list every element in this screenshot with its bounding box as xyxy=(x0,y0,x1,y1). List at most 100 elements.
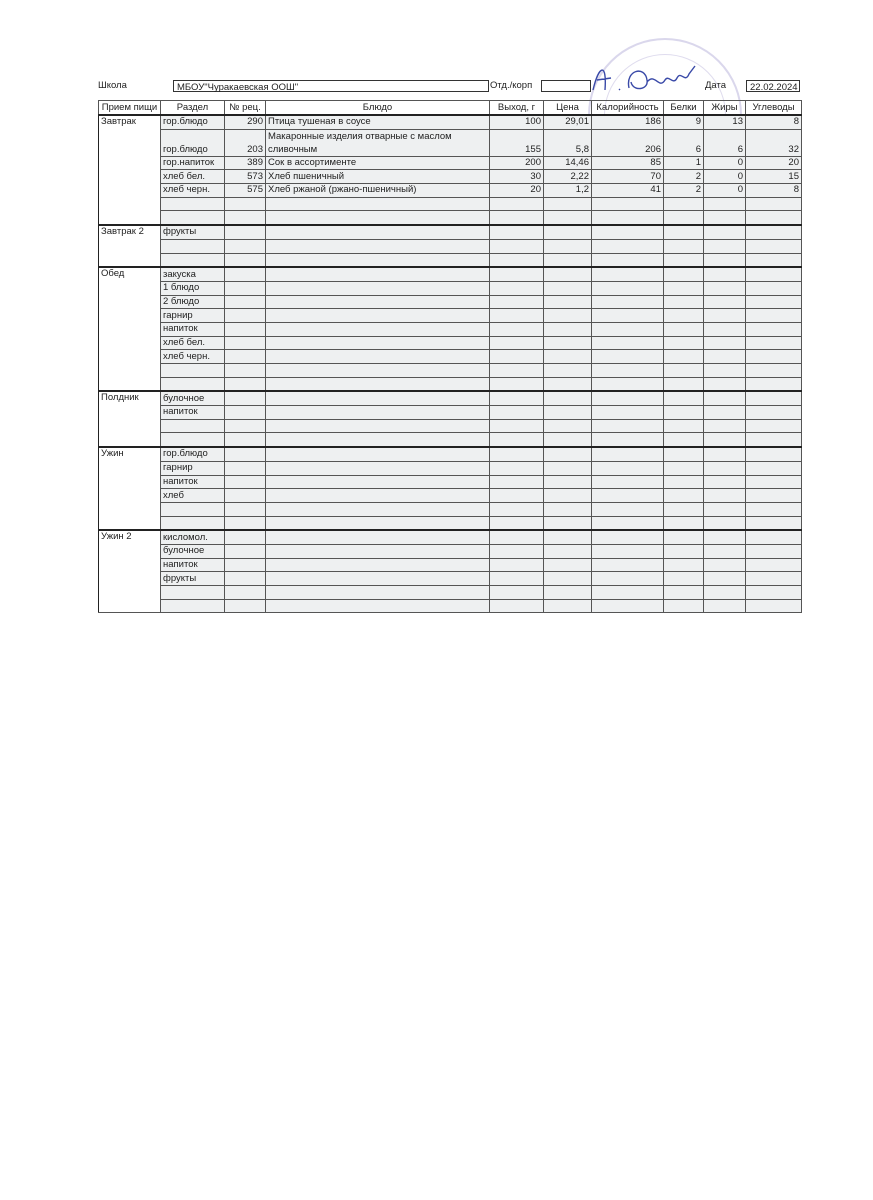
cell-calories xyxy=(591,390,664,407)
table-row xyxy=(99,598,802,614)
cell-price xyxy=(543,515,592,531)
cell-section: напиток xyxy=(160,557,225,573)
cell-recipe xyxy=(224,571,266,586)
cell-section: фрукты xyxy=(160,224,225,240)
cell-recipe: 575 xyxy=(224,183,266,198)
cell-price xyxy=(543,349,592,364)
cell-dish xyxy=(265,571,490,586)
menu-table: Прием пищи Раздел № рец. Блюдо Выход, г Цена К… xyxy=(98,100,802,614)
cell-dish xyxy=(265,266,490,282)
cell-output xyxy=(489,363,544,378)
table-row: гарнир xyxy=(99,308,802,323)
cell-recipe xyxy=(224,196,266,212)
cell-carbs xyxy=(745,252,802,268)
cell-recipe xyxy=(224,474,266,490)
cell-protein xyxy=(663,294,704,310)
cell-price xyxy=(543,376,592,392)
cell-price: 1,2 xyxy=(543,183,592,198)
cell-dish xyxy=(265,238,490,254)
table-row: хлеб xyxy=(99,488,802,503)
cell-protein xyxy=(663,308,704,323)
cell-output xyxy=(489,335,544,351)
table-row: Завтрак гор.блюдо 290 Птица тушеная в соусе… xyxy=(98,113,802,226)
cell-section: гор.блюдо xyxy=(160,113,225,130)
cell-price: 29,01 xyxy=(543,113,592,130)
table-row: гор.напиток 389 Сок в ассортименте 200 14,46… xyxy=(99,155,802,171)
cell-calories xyxy=(591,543,664,559)
cell-section: хлеб бел. xyxy=(160,335,225,351)
cell-section xyxy=(160,418,225,434)
cell-section: напиток xyxy=(160,474,225,490)
cell-fat xyxy=(703,488,746,503)
cell-output xyxy=(489,196,544,212)
cell-fat xyxy=(703,446,746,462)
cell-price xyxy=(543,460,592,476)
cell-protein: 2 xyxy=(663,169,704,185)
cell-fat xyxy=(703,210,746,226)
table-row xyxy=(99,585,802,600)
cell-section: булочное xyxy=(160,390,225,407)
cell-section: 1 блюдо xyxy=(160,280,225,296)
cell-output: 30 xyxy=(489,169,544,185)
table-row: фрукты xyxy=(99,571,802,586)
header-col-price: Цена xyxy=(543,100,592,116)
cell-recipe xyxy=(224,321,266,337)
cell-recipe xyxy=(224,238,266,254)
cell-fat xyxy=(703,266,746,282)
cell-section xyxy=(160,252,225,268)
cell-price xyxy=(543,529,592,545)
cell-price xyxy=(543,446,592,462)
meal-name: Завтрак 2 xyxy=(98,224,161,268)
cell-recipe xyxy=(224,294,266,310)
cell-dish: Хлеб пшеничный xyxy=(265,169,490,185)
table-row xyxy=(99,432,802,448)
cell-output xyxy=(489,224,544,240)
cell-calories xyxy=(591,529,664,545)
cell-output xyxy=(489,210,544,226)
table-row xyxy=(99,376,802,392)
cell-carbs xyxy=(745,335,802,351)
cell-recipe xyxy=(224,585,266,600)
cell-output: 200 xyxy=(489,155,544,171)
cell-protein xyxy=(663,252,704,268)
cell-protein xyxy=(663,474,704,490)
cell-price xyxy=(543,488,592,503)
cell-recipe xyxy=(224,224,266,240)
cell-dish xyxy=(265,446,490,462)
cell-calories xyxy=(591,446,664,462)
cell-section xyxy=(160,515,225,531)
cell-carbs xyxy=(745,488,802,503)
cell-price xyxy=(543,252,592,268)
cell-dish: Птица тушеная в соусе xyxy=(265,113,490,130)
cell-carbs xyxy=(745,501,802,517)
cell-fat xyxy=(703,557,746,573)
cell-carbs xyxy=(745,405,802,420)
table-row: хлеб черн. xyxy=(99,349,802,364)
cell-section: хлеб бел. xyxy=(160,169,225,185)
cell-carbs xyxy=(745,196,802,212)
cell-section: гарнир xyxy=(160,308,225,323)
cell-section: закуска xyxy=(160,266,225,282)
cell-dish xyxy=(265,515,490,531)
cell-price xyxy=(543,238,592,254)
cell-calories xyxy=(591,210,664,226)
cell-output xyxy=(489,432,544,448)
cell-dish xyxy=(265,280,490,296)
cell-carbs xyxy=(745,363,802,378)
cell-recipe xyxy=(224,488,266,503)
cell-recipe xyxy=(224,432,266,448)
cell-section: напиток xyxy=(160,405,225,420)
cell-fat xyxy=(703,460,746,476)
cell-price xyxy=(543,196,592,212)
cell-output xyxy=(489,598,544,614)
cell-recipe xyxy=(224,529,266,545)
document-header: Школа МБОУ"Чуракаевская ООШ" Отд./корп Д… xyxy=(98,79,800,93)
cell-protein xyxy=(663,266,704,282)
cell-protein xyxy=(663,335,704,351)
cell-calories xyxy=(591,515,664,531)
cell-recipe xyxy=(224,557,266,573)
cell-output xyxy=(489,280,544,296)
cell-fat: 13 xyxy=(703,113,746,130)
cell-calories xyxy=(591,598,664,614)
cell-protein: 1 xyxy=(663,155,704,171)
